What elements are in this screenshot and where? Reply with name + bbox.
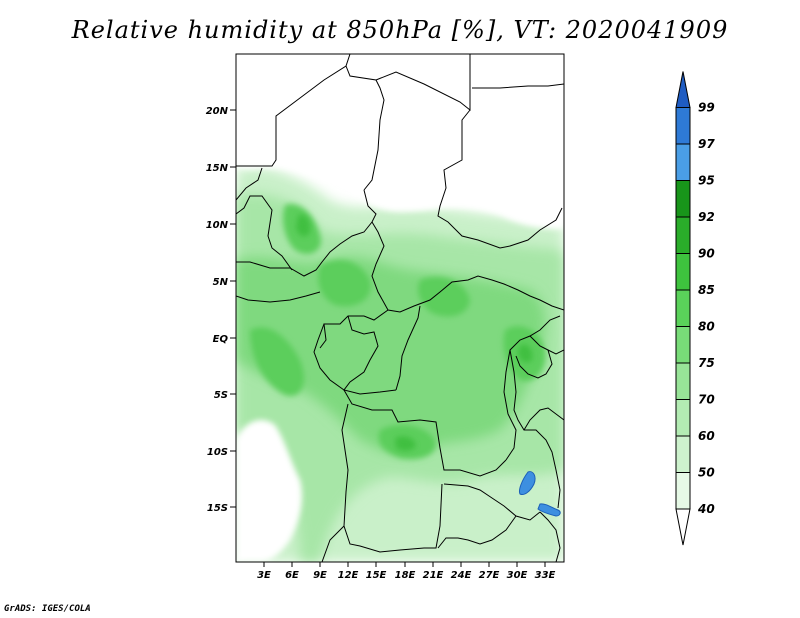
lon-tick-label: 27E bbox=[479, 570, 500, 581]
colorbar-level-label: 40 bbox=[697, 502, 715, 516]
lon-tick-label: 12E bbox=[338, 570, 359, 581]
colorbar-level-label: 75 bbox=[698, 356, 715, 370]
lat-tick-label: 20N bbox=[206, 106, 229, 117]
plot-frame bbox=[235, 53, 565, 563]
lat-tick-label: 5N bbox=[213, 277, 229, 288]
colorbar-bin bbox=[675, 143, 691, 181]
colorbar-level-label: 85 bbox=[698, 283, 715, 297]
lon-tick-label: 3E bbox=[257, 570, 271, 581]
country-boundaries bbox=[236, 54, 564, 562]
lon-tick-label: 15E bbox=[366, 570, 387, 581]
colorbar-bin bbox=[675, 107, 691, 145]
lon-tick-label: 24E bbox=[451, 570, 472, 581]
lat-tick-label: 15N bbox=[206, 163, 229, 174]
colorbar-level-label: 80 bbox=[698, 320, 715, 334]
colorbar-level-label: 50 bbox=[698, 466, 715, 480]
lat-tick-label: 10N bbox=[206, 220, 229, 231]
colorbar-bin-lowest bbox=[675, 508, 691, 546]
grads-credit: GrADS: IGES/COLA bbox=[4, 604, 91, 614]
lat-tick-label: 5S bbox=[214, 390, 228, 401]
latitude-axis: 20N 15N 10N 5N EQ 5S 10S 15S bbox=[206, 106, 236, 514]
colorbar-bin bbox=[675, 180, 691, 218]
colorbar-level-label: 90 bbox=[698, 247, 715, 261]
colorbar-level-label: 92 bbox=[698, 210, 715, 224]
humidity-95-plus-region bbox=[519, 471, 561, 517]
lon-tick-label: 6E bbox=[285, 570, 299, 581]
colorbar-bin-highest bbox=[675, 71, 691, 108]
colorbar-bin bbox=[675, 253, 691, 291]
colorbar-bin bbox=[675, 472, 691, 510]
map-title: Relative humidity at 850hPa [%], VT: 202… bbox=[71, 16, 729, 44]
dry-region-southwest bbox=[236, 420, 302, 562]
lon-tick-label: 30E bbox=[507, 570, 528, 581]
lon-tick-label: 9E bbox=[313, 570, 327, 581]
lon-tick-label: 21E bbox=[423, 570, 444, 581]
lat-tick-label: 15S bbox=[207, 503, 228, 514]
longitude-axis: 3E 6E 9E 12E 15E 18E 21E 24E 27E 30E 33E bbox=[257, 562, 556, 581]
colorbar-bin bbox=[675, 362, 691, 400]
colorbar-legend: 40 50 60 70 75 80 85 90 92 95 97 99 bbox=[675, 71, 715, 546]
colorbar-bin bbox=[675, 216, 691, 254]
colorbar-bin bbox=[675, 435, 691, 473]
colorbar-level-label: 95 bbox=[698, 174, 715, 188]
colorbar-bin bbox=[675, 289, 691, 327]
lon-tick-label: 18E bbox=[395, 570, 416, 581]
humidity-field bbox=[236, 54, 564, 562]
colorbar-level-label: 60 bbox=[698, 429, 715, 443]
colorbar-level-label: 97 bbox=[698, 137, 715, 151]
lat-tick-label: 10S bbox=[207, 447, 228, 458]
lat-tick-label: EQ bbox=[213, 334, 229, 345]
lon-tick-label: 33E bbox=[535, 570, 556, 581]
humidity-85-90-region bbox=[250, 204, 546, 460]
dry-region-north bbox=[236, 54, 564, 229]
colorbar-bin bbox=[675, 326, 691, 364]
colorbar-level-label: 70 bbox=[698, 393, 715, 407]
colorbar-level-label: 99 bbox=[698, 101, 715, 115]
colorbar-bin bbox=[675, 399, 691, 437]
